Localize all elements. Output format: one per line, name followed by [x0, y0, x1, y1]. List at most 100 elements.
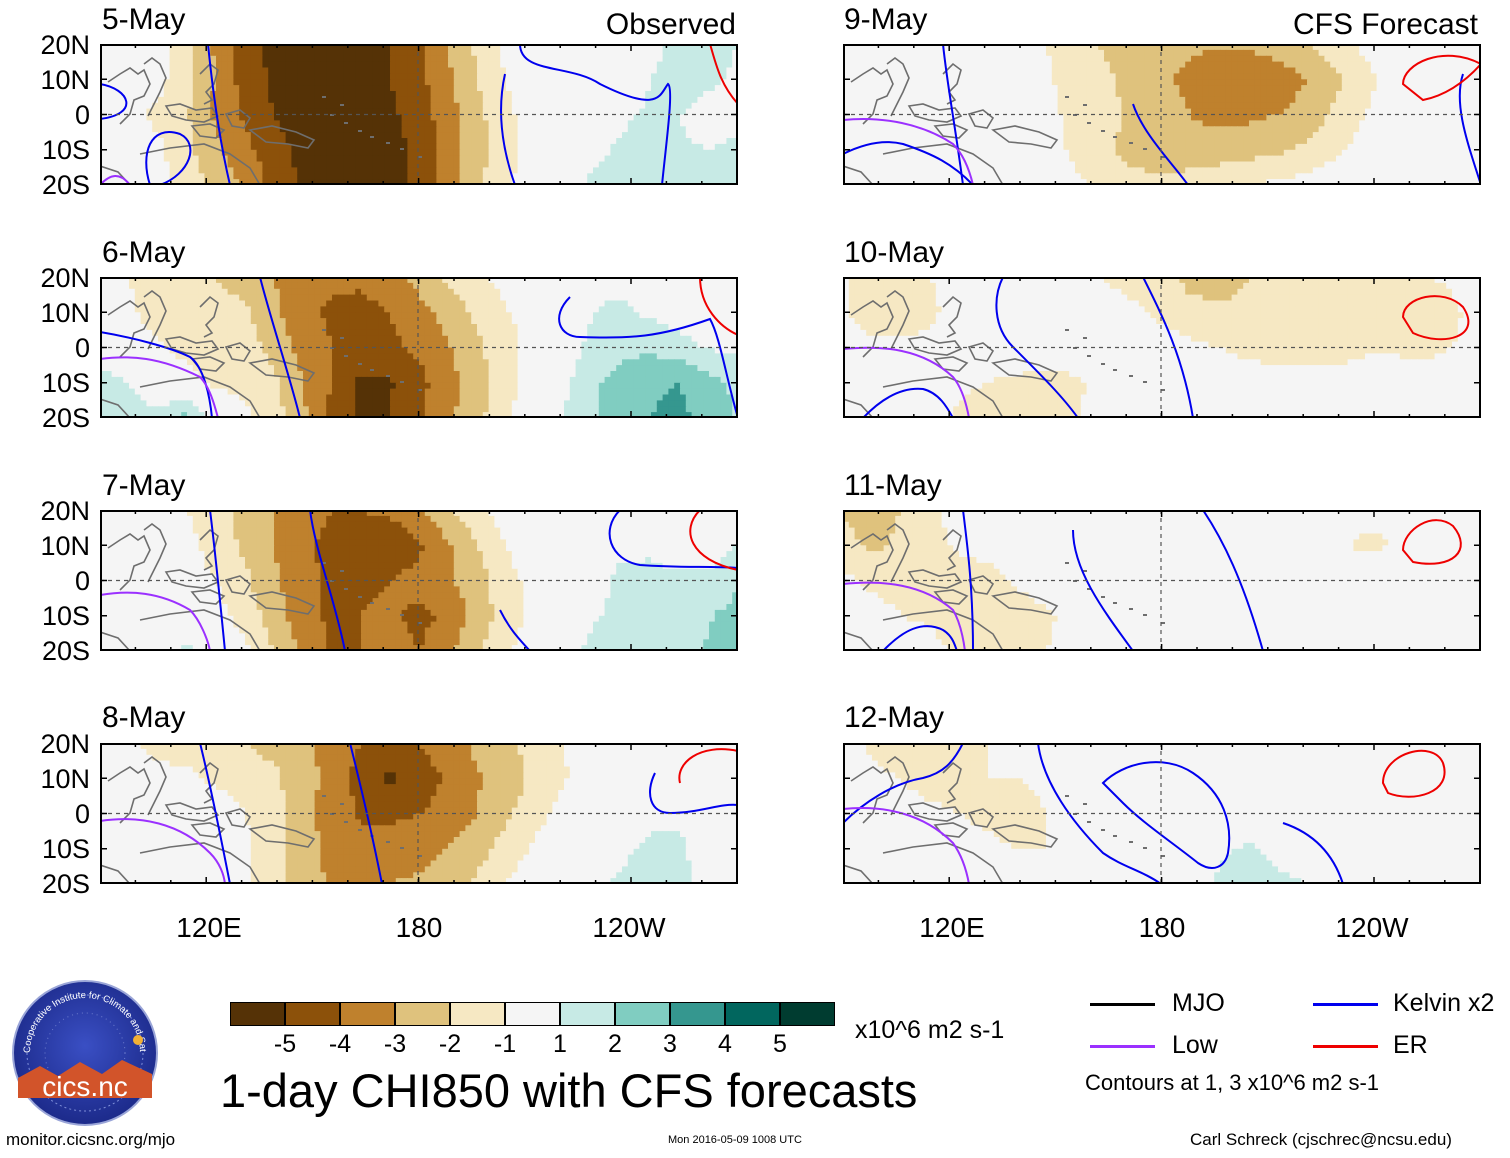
lon-label: 180: [1102, 914, 1222, 942]
map-canvas: [843, 44, 1481, 185]
chi850-field: [843, 510, 1481, 651]
lat-label: 10N: [0, 766, 90, 793]
lat-label: 10N: [0, 533, 90, 560]
colorbar-swatch: [725, 1002, 780, 1026]
colorbar-tick-label: -4: [320, 1030, 360, 1059]
lat-label: 20N: [0, 265, 90, 292]
lat-label: 20N: [0, 498, 90, 525]
lat-label: 10N: [0, 67, 90, 94]
lat-label: 20S: [0, 638, 90, 665]
footer-timestamp: Mon 2016-05-09 1008 UTC: [668, 1134, 802, 1146]
panel-date: 6-May: [102, 238, 185, 268]
legend-line-mjo: [1090, 1003, 1155, 1006]
colorbar-swatch: [615, 1002, 670, 1026]
lat-label: 10S: [0, 836, 90, 863]
chi850-field: [100, 743, 738, 884]
coastlines: [843, 523, 1165, 651]
lat-label: 20S: [0, 871, 90, 898]
lat-label: 0: [0, 801, 90, 828]
chi850-field: [843, 44, 1481, 185]
colorbar-unit: x10^6 m2 s-1: [855, 1016, 1004, 1045]
colorbar-swatch: [395, 1002, 450, 1026]
colorbar-swatch: [505, 1002, 560, 1026]
chi850-field: [843, 743, 1481, 884]
colorbar-swatch: [230, 1002, 285, 1026]
panel-date: 8-May: [102, 703, 185, 733]
map-panel-observed: [100, 44, 738, 185]
lat-label: 10S: [0, 603, 90, 630]
colorbar-tick-label: -1: [485, 1030, 525, 1059]
lon-label: 120E: [149, 914, 269, 942]
map-panel-observed: [100, 743, 738, 884]
observed-label: Observed: [540, 10, 736, 40]
wave-contours: [843, 743, 1446, 884]
colorbar-swatch: [670, 1002, 725, 1026]
wave-contours: [100, 277, 738, 418]
colorbar-tick-label: 5: [760, 1030, 800, 1059]
colorbar-tick-label: -3: [375, 1030, 415, 1059]
map-canvas: [843, 277, 1481, 418]
lat-label: 20N: [0, 32, 90, 59]
chi850-field: [843, 277, 1481, 418]
chi850-field: [100, 277, 738, 418]
figure-title: 1-day CHI850 with CFS forecasts: [220, 1063, 917, 1118]
chi850-field: [100, 510, 738, 651]
contour-note: Contours at 1, 3 x10^6 m2 s-1: [1085, 1070, 1379, 1096]
coastlines: [100, 290, 422, 418]
legend-line-kelvin: [1313, 1003, 1378, 1006]
cfs-forecast-label: CFS Forecast: [1200, 10, 1478, 40]
chi850-field: [100, 44, 738, 185]
legend-label-low: Low: [1172, 1032, 1218, 1058]
axis-ticks: [843, 743, 1481, 884]
panel-date: 10-May: [844, 238, 944, 268]
coastlines: [843, 290, 1165, 418]
map-canvas: [100, 743, 738, 884]
coastlines: [100, 57, 422, 185]
colorbar-tick-label: 4: [705, 1030, 745, 1059]
axis-ticks: [100, 277, 738, 418]
map-panel-forecast: [843, 510, 1481, 651]
wave-contours: [843, 44, 1481, 185]
panel-date: 12-May: [844, 703, 944, 733]
map-panel-forecast: [843, 743, 1481, 884]
colorbar-tick-label: -5: [265, 1030, 305, 1059]
lat-label: 0: [0, 568, 90, 595]
lat-label: 0: [0, 102, 90, 129]
legend-label-mjo: MJO: [1172, 990, 1225, 1016]
lat-label: 10S: [0, 137, 90, 164]
axis-ticks: [843, 510, 1481, 651]
axis-ticks: [100, 743, 738, 884]
colorbar-tick-label: 1: [540, 1030, 580, 1059]
colorbar-swatch: [560, 1002, 615, 1026]
lat-label: 10S: [0, 370, 90, 397]
axis-ticks: [100, 44, 738, 185]
lon-label: 180: [359, 914, 479, 942]
lon-label: 120W: [1312, 914, 1432, 942]
axis-ticks: [100, 510, 738, 651]
map-canvas: [843, 510, 1481, 651]
panel-date: 9-May: [844, 5, 927, 35]
colorbar-tick-label: 3: [650, 1030, 690, 1059]
map-panel-forecast: [843, 44, 1481, 185]
lat-label: 20S: [0, 172, 90, 199]
legend-line-er: [1313, 1045, 1378, 1048]
panel-date: 11-May: [844, 471, 942, 501]
lat-label: 0: [0, 335, 90, 362]
map-panel-forecast: [843, 277, 1481, 418]
colorbar-swatch: [285, 1002, 340, 1026]
map-canvas: [100, 510, 738, 651]
lat-label: 20N: [0, 731, 90, 758]
wave-contours: [843, 277, 1470, 418]
colorbar-swatch: [340, 1002, 395, 1026]
cics-logo: Cooperative Institute for Climate and Sa…: [7, 970, 160, 1128]
lon-label: 120W: [569, 914, 689, 942]
panel-date: 5-May: [102, 5, 185, 35]
coastlines: [843, 756, 1165, 884]
coastlines: [843, 57, 1165, 185]
panel-date: 7-May: [102, 471, 185, 501]
legend-label-er: ER: [1393, 1032, 1428, 1058]
footer-url[interactable]: monitor.cicsnc.org/mjo: [6, 1130, 175, 1150]
wave-contours: [100, 510, 738, 651]
axis-ticks: [843, 277, 1481, 418]
footer-author: Carl Schreck (cjschrec@ncsu.edu): [1190, 1130, 1452, 1150]
